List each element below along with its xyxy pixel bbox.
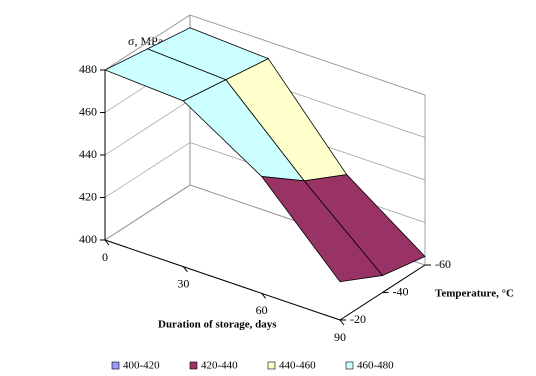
x-tick — [104, 239, 110, 246]
z-tick-label: 460 — [79, 104, 97, 118]
legend-label: 440-460 — [279, 360, 316, 372]
y-tick-label: -20 — [350, 312, 366, 326]
z-tick-label: 420 — [79, 189, 97, 203]
legend-swatch — [267, 361, 276, 370]
x-tick-label: 30 — [177, 276, 189, 290]
y-axis — [339, 264, 426, 321]
x-axis — [104, 239, 341, 321]
y-axis-title: Temperature, °C — [435, 288, 514, 300]
z-tick-label: 440 — [79, 147, 97, 161]
x-tick — [261, 293, 267, 299]
legend-label: 400-420 — [123, 360, 160, 372]
x-axis-title: Duration of storage, days — [158, 319, 277, 331]
x-tick — [339, 319, 345, 326]
x-tick-label: 0 — [102, 250, 108, 264]
x-tick-label: 60 — [256, 303, 268, 317]
z-tick-label: 480 — [79, 62, 97, 76]
grid-line — [104, 14, 426, 96]
x-tick-label: 90 — [334, 330, 346, 344]
y-tick-label: -40 — [393, 284, 409, 298]
z-axis-title: σ, MPa — [128, 34, 164, 48]
y-tick-label: -60 — [435, 257, 451, 271]
legend-label: 420-440 — [201, 360, 238, 372]
legend-swatch — [111, 361, 120, 370]
legend-label: 460-480 — [357, 360, 394, 372]
legend-swatch — [345, 361, 354, 370]
x-tick — [182, 266, 188, 272]
surface-cell — [260, 175, 384, 283]
legend-swatch — [189, 361, 198, 370]
z-tick-label: 400 — [79, 232, 97, 246]
